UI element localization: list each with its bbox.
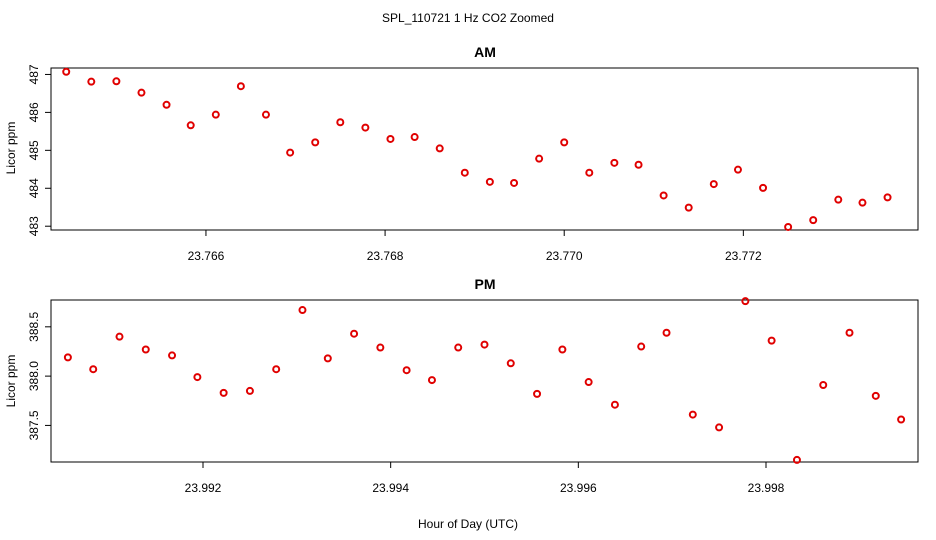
pm-data-point [584, 378, 593, 387]
pm-x-tick-label: 23.994 [372, 481, 409, 495]
pm-y-tick-label: 387.5 [27, 410, 41, 440]
pm-data-point [115, 332, 124, 341]
am-data-point [162, 100, 171, 109]
pm-data-point [323, 354, 332, 363]
pm-data-point [480, 340, 489, 349]
pm-panel: PM Licor ppm 23.992 23.994 23.996 23.998 387… [4, 276, 919, 495]
am-data-point [386, 134, 395, 143]
am-data-point [311, 138, 320, 147]
figure-xlabel: Hour of Day (UTC) [418, 517, 518, 531]
pm-data-point [272, 365, 281, 374]
pm-data-point [767, 336, 776, 345]
pm-data-point [845, 328, 854, 337]
am-axes: 23.766 23.768 23.770 23.772 483 484 485 486 487 [27, 64, 762, 263]
pm-data-point [741, 297, 750, 306]
pm-panel-title: PM [475, 276, 496, 292]
am-data-point [659, 191, 668, 200]
pm-data-point [402, 366, 411, 375]
am-panel: AM Licor ppm 23.766 23.768 23.770 23.772 483… [4, 44, 919, 263]
am-panel-title: AM [474, 44, 496, 60]
am-x-tick-label: 23.766 [188, 249, 225, 263]
am-data-point [261, 110, 270, 119]
am-data-point [410, 133, 419, 142]
pm-data-point [141, 345, 150, 354]
am-y-tick-label: 484 [27, 178, 41, 198]
pm-x-tick-label: 23.998 [748, 481, 785, 495]
pm-data-point [897, 415, 906, 424]
figure-title: SPL_110721 1 Hz CO2 Zoomed [382, 11, 554, 25]
am-data-point [336, 118, 345, 127]
am-data-point [137, 88, 146, 97]
am-data-point [460, 168, 469, 177]
am-data-point [733, 165, 742, 174]
am-data-point [709, 180, 718, 189]
pm-x-tick-label: 23.992 [185, 481, 222, 495]
pm-data-point [871, 391, 880, 400]
pm-data-point [533, 389, 542, 398]
pm-data-point [688, 410, 697, 419]
am-data-point [834, 195, 843, 204]
am-data-point [87, 77, 96, 86]
am-data-point [112, 77, 121, 86]
pm-data-points [63, 297, 906, 464]
pm-data-point [245, 386, 254, 395]
am-data-point [759, 183, 768, 192]
am-data-point [186, 121, 195, 130]
pm-data-point [63, 353, 72, 362]
am-y-tick-label: 485 [27, 140, 41, 160]
am-data-point [510, 178, 519, 187]
am-y-axis-label: Licor ppm [4, 122, 18, 175]
pm-data-point [610, 400, 619, 409]
am-data-point [62, 67, 71, 76]
pm-data-point [558, 345, 567, 354]
pm-data-point [427, 376, 436, 385]
pm-data-point [792, 455, 801, 464]
pm-plot-frame [50, 299, 919, 463]
am-data-point [784, 222, 793, 231]
am-data-point [809, 216, 818, 225]
am-data-point [236, 82, 245, 91]
am-y-tick-label: 483 [27, 216, 41, 236]
am-data-points [62, 67, 892, 231]
am-data-point [634, 160, 643, 169]
am-y-tick-label: 486 [27, 102, 41, 122]
pm-data-point [454, 343, 463, 352]
am-data-point [286, 148, 295, 157]
pm-data-point [715, 423, 724, 432]
pm-data-point [506, 359, 515, 368]
pm-y-tick-label: 388.0 [27, 361, 41, 391]
am-data-point [535, 154, 544, 163]
pm-data-point [350, 329, 359, 338]
pm-data-point [193, 373, 202, 382]
pm-data-point [168, 351, 177, 360]
pm-data-point [219, 388, 228, 397]
am-plot-frame [50, 67, 919, 231]
am-data-point [585, 168, 594, 177]
am-data-point [560, 138, 569, 147]
pm-data-point [819, 380, 828, 389]
pm-data-point [662, 328, 671, 337]
pm-data-point [298, 306, 307, 315]
am-data-point [883, 193, 892, 202]
am-y-tick-label: 487 [27, 64, 41, 84]
pm-data-point [637, 342, 646, 351]
pm-data-point [376, 343, 385, 352]
am-data-point [435, 144, 444, 153]
am-x-tick-label: 23.768 [367, 249, 404, 263]
am-data-point [684, 203, 693, 212]
pm-y-tick-label: 388.5 [27, 311, 41, 341]
am-data-point [361, 123, 370, 132]
pm-y-axis-label: Licor ppm [4, 355, 18, 408]
pm-x-tick-label: 23.996 [560, 481, 597, 495]
am-x-tick-label: 23.772 [725, 249, 762, 263]
pm-data-point [89, 365, 98, 374]
am-data-point [610, 158, 619, 167]
pm-axes: 23.992 23.994 23.996 23.998 387.5 388.0 388.5 [27, 311, 785, 495]
am-data-point [485, 177, 494, 186]
am-x-tick-label: 23.770 [546, 249, 583, 263]
am-data-point [211, 110, 220, 119]
am-data-point [858, 198, 867, 207]
